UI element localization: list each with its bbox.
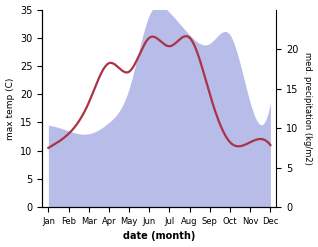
Y-axis label: max temp (C): max temp (C) (5, 77, 15, 140)
Y-axis label: med. precipitation (kg/m2): med. precipitation (kg/m2) (303, 52, 313, 165)
X-axis label: date (month): date (month) (123, 231, 196, 242)
